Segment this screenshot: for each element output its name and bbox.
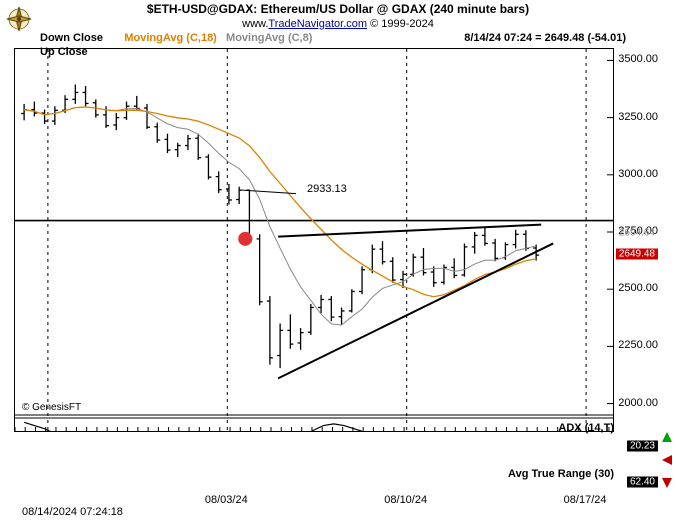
legend-status: 8/14/24 07:24 = 2649.48 (-54.01) bbox=[464, 32, 626, 44]
price-tag-faint: 2694.64 bbox=[616, 228, 658, 239]
price-tag-current: 2649.48 bbox=[616, 248, 658, 259]
site-link[interactable]: TradeNavigator.com bbox=[268, 18, 367, 30]
scroll-arrows[interactable] bbox=[660, 430, 674, 490]
y-tick-label: 3000.00 bbox=[618, 168, 658, 180]
footer-timestamp: 08/14/2024 07:24:18 bbox=[22, 506, 123, 518]
chart-title: $ETH-USD@GDAX: Ethereum/US Dollar @ GDAX… bbox=[0, 2, 676, 16]
y-tick-label: 2000.00 bbox=[618, 397, 658, 409]
x-tick-label: 08/10/24 bbox=[384, 494, 427, 506]
y-tick-label: 3250.00 bbox=[618, 111, 658, 123]
y-tick-label: 2500.00 bbox=[618, 282, 658, 294]
x-tick-label: 08/17/24 bbox=[564, 494, 607, 506]
legend-downclose: Down Close bbox=[40, 32, 103, 44]
y-tick-label: 2250.00 bbox=[618, 339, 658, 351]
indicator-label: ADX (14,T) bbox=[558, 422, 614, 434]
chart-root: $ETH-USD@GDAX: Ethereum/US Dollar @ GDAX… bbox=[0, 0, 676, 524]
y-tick-label: 3500.00 bbox=[618, 53, 658, 65]
legend-ma2: MovingAvg (C,8) bbox=[226, 32, 312, 44]
legend-ma1: MovingAvg (C,18) bbox=[124, 32, 217, 44]
site-copyright: © 1999-2024 bbox=[367, 18, 434, 30]
chart-source: www.TradeNavigator.com © 1999-2024 bbox=[0, 18, 676, 30]
plot-area bbox=[14, 48, 614, 432]
site-prefix: www. bbox=[242, 18, 268, 30]
indicator-label: Avg True Range (30) bbox=[508, 468, 614, 480]
copyright: © GenesisFT bbox=[22, 402, 81, 413]
indicator-tag: 62.40 bbox=[627, 477, 658, 488]
x-tick-label: 08/03/24 bbox=[205, 494, 248, 506]
indicator-tag: 20.23 bbox=[627, 441, 658, 452]
price-annotation: 2933.13 bbox=[307, 183, 347, 195]
